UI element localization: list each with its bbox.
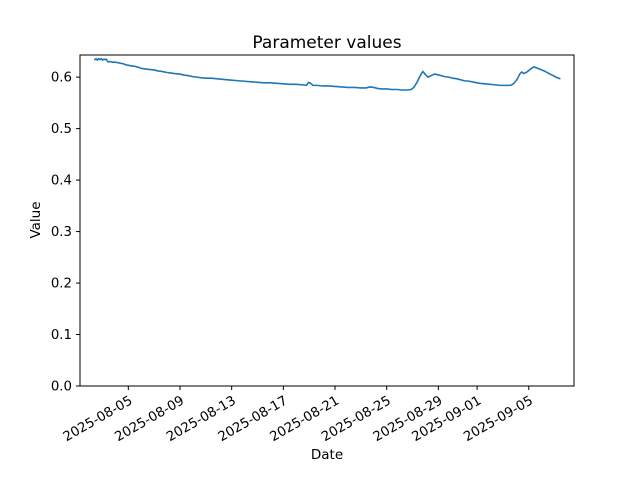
y-tick-label: 0.1 [51, 328, 72, 343]
x-axis-label: Date [310, 447, 344, 463]
data-line-parameter-value [93, 57, 561, 91]
y-tick-label: 0.2 [51, 277, 72, 292]
chart-title: Parameter values [252, 33, 402, 53]
y-tick-label: 0.4 [51, 174, 72, 189]
y-tick-label: 0.3 [51, 225, 72, 240]
y-tick-label: 0.5 [51, 122, 72, 137]
y-tick-label: 0.6 [51, 71, 72, 86]
axes-spines [79, 54, 575, 387]
y-tick-label: 0.0 [51, 380, 72, 395]
